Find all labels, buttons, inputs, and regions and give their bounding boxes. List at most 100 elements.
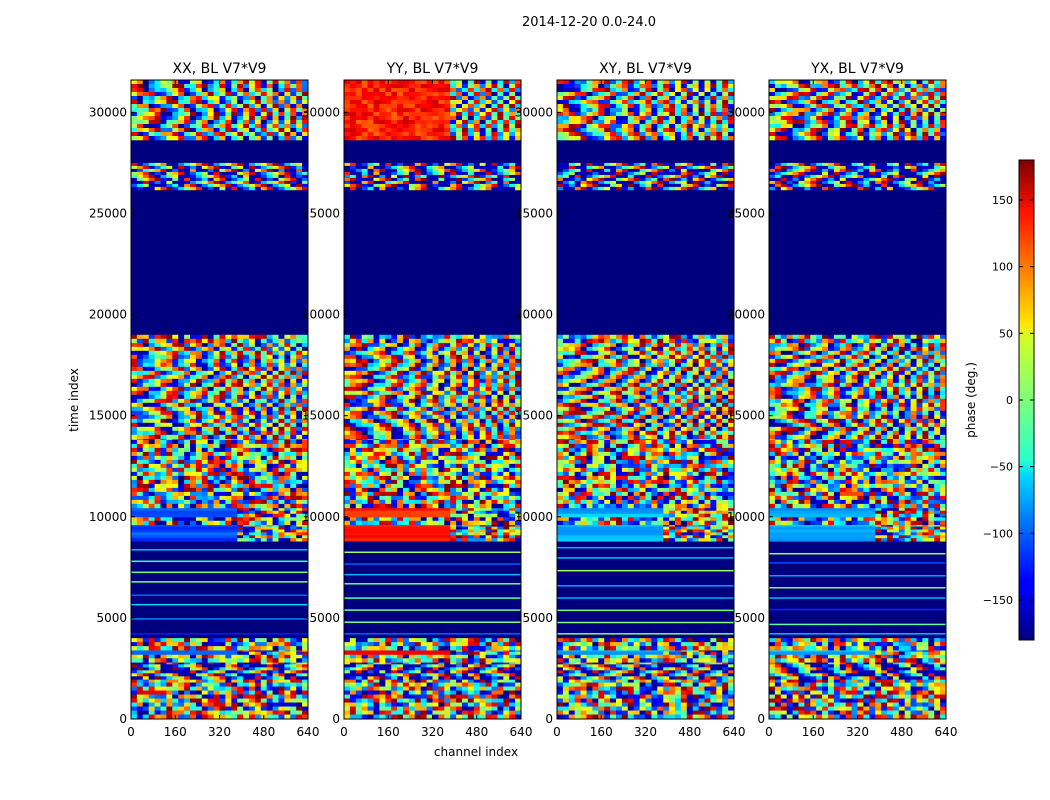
heatmap-cell [172, 455, 179, 461]
heatmap-cell [302, 667, 308, 671]
heatmap-cell [344, 646, 351, 651]
heatmap-cell [254, 108, 262, 113]
heatmap-cell [391, 475, 398, 481]
heatmap-cell [172, 174, 179, 179]
heatmap-cell [284, 120, 291, 125]
heatmap-cell [278, 638, 285, 643]
heatmap-cell [485, 698, 492, 703]
heatmap-cell [172, 165, 179, 170]
heatmap-cell [302, 390, 308, 396]
heatmap-cell [142, 374, 150, 380]
heatmap-cell [296, 523, 303, 528]
heatmap-cell [148, 475, 156, 481]
heatmap-cell [290, 714, 297, 719]
heatmap-cell [190, 664, 197, 668]
heatmap-cell [408, 670, 416, 674]
heatmap-cell [485, 646, 492, 651]
heatmap-cell [456, 654, 463, 659]
heatmap-cell [272, 366, 279, 372]
heatmap-cell [284, 92, 291, 97]
heatmap-cell [213, 654, 220, 659]
heatmap-cell [290, 483, 297, 489]
heatmap-cell [207, 374, 215, 380]
heatmap-cell [195, 676, 203, 680]
heatmap-cell [302, 503, 308, 509]
heatmap-cell [231, 503, 238, 509]
heatmap-cell [254, 499, 262, 505]
heatmap-cell [503, 366, 510, 372]
heatmap-cell [444, 471, 451, 477]
heatmap-cell [254, 406, 262, 412]
heatmap-cell [503, 523, 510, 528]
heatmap-cell [509, 487, 516, 493]
heatmap-cell [432, 714, 439, 719]
heatmap-cell [213, 80, 220, 85]
heatmap-cell [473, 358, 481, 364]
heatmap-cell [249, 358, 256, 364]
heatmap-cell [438, 706, 445, 711]
heatmap-cell [509, 459, 516, 465]
heatmap-cell [503, 710, 510, 715]
heatmap-cell [178, 350, 185, 356]
heatmap-cell [172, 362, 179, 368]
heatmap-cell [290, 520, 297, 526]
heatmap-cell [160, 414, 167, 420]
heatmap-cell [249, 526, 256, 530]
heatmap-cell [302, 370, 308, 376]
heatmap-cell [503, 479, 510, 485]
heatmap-cell [142, 673, 150, 677]
heatmap-cell [420, 439, 428, 445]
heatmap-cell [379, 667, 386, 671]
heatmap-cell [379, 491, 386, 497]
heatmap-cell [166, 479, 173, 485]
heatmap-cell [172, 706, 179, 711]
heatmap-cell [142, 706, 150, 711]
heatmap-cell [272, 386, 279, 392]
heatmap-cell [178, 422, 185, 428]
heatmap-cell [184, 108, 191, 113]
heatmap-cell [166, 414, 173, 420]
heatmap-cell [385, 475, 392, 481]
heatmap-cell [367, 673, 374, 677]
heatmap-cell [367, 667, 374, 671]
heatmap-cell [166, 439, 173, 445]
heatmap-cell [438, 463, 445, 469]
heatmap-cell [190, 487, 197, 493]
heatmap-cell [195, 698, 203, 703]
heatmap-cell [237, 714, 244, 719]
heatmap-cell [254, 80, 262, 85]
heatmap-cell [491, 673, 498, 677]
heatmap-cell [379, 670, 386, 674]
heatmap-cell [213, 491, 220, 497]
heatmap-cell [201, 694, 209, 699]
heatmap-cell [266, 128, 274, 133]
heatmap-cell [467, 646, 475, 651]
heatmap-cell [302, 402, 308, 408]
heatmap-cell [266, 638, 274, 643]
heatmap-cell [284, 362, 291, 368]
heatmap-cell [444, 358, 451, 364]
heatmap-cell [467, 499, 475, 505]
heatmap-cell [503, 346, 510, 352]
heatmap-cell [473, 439, 481, 445]
heatmap-cell [148, 439, 156, 445]
heatmap-cell [136, 495, 144, 501]
heatmap-cell [131, 124, 138, 129]
heatmap-cell [462, 682, 469, 687]
heatmap-cell [243, 136, 250, 141]
heatmap-cell [450, 698, 457, 703]
heatmap-cell [420, 664, 428, 668]
heatmap-cell [426, 358, 433, 364]
heatmap-cell [260, 526, 268, 530]
heatmap-cell [195, 475, 203, 481]
heatmap-cell [254, 463, 262, 469]
heatmap-cell [272, 447, 279, 453]
heatmap-cell [349, 358, 357, 364]
heatmap-cell [237, 463, 244, 469]
heatmap-cell [373, 667, 380, 671]
heatmap-cell [178, 706, 185, 711]
heatmap-cell [420, 370, 428, 376]
heatmap-cell [178, 171, 185, 176]
heatmap-cell [178, 96, 185, 101]
heatmap-cell [432, 520, 439, 526]
